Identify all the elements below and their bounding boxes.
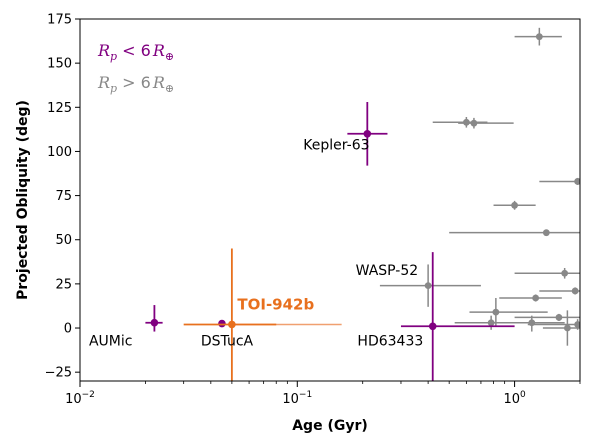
data-point-large bbox=[514, 267, 580, 279]
y-tick-label: 0 bbox=[64, 322, 72, 337]
y-tick-label: 125 bbox=[47, 101, 72, 116]
y-tick-label: 50 bbox=[55, 233, 72, 248]
legend: Rp < 6 R⊕ Rp > 6 R⊕ bbox=[97, 41, 174, 95]
annotation-label: AUMic bbox=[89, 334, 133, 350]
x-tick-label: 10−1 bbox=[282, 390, 312, 407]
y-tick-label: 175 bbox=[47, 13, 72, 28]
data-point-large bbox=[514, 313, 580, 321]
data-point-large bbox=[432, 117, 488, 128]
y-tick-label: 150 bbox=[47, 57, 72, 72]
y-tick-label: −25 bbox=[45, 366, 72, 381]
marker bbox=[542, 229, 550, 237]
marker bbox=[492, 308, 500, 316]
data-point-large bbox=[499, 294, 562, 302]
marker bbox=[228, 320, 236, 329]
marker bbox=[487, 319, 495, 327]
annotation-label: DSTucA bbox=[201, 334, 254, 350]
data-point-large bbox=[469, 298, 548, 327]
marker bbox=[363, 129, 372, 138]
annotation-label: TOI-942b bbox=[237, 295, 314, 313]
data-point-large bbox=[449, 229, 580, 237]
data-point-large bbox=[458, 117, 514, 129]
data-point-small bbox=[400, 252, 515, 381]
marker bbox=[561, 269, 569, 277]
legend-entry: Rp < 6 R⊕ bbox=[97, 41, 174, 63]
marker bbox=[150, 318, 159, 327]
x-axis-title: Age (Gyr) bbox=[292, 418, 368, 434]
marker bbox=[574, 178, 580, 185]
y-tick-label: 25 bbox=[55, 277, 72, 292]
marker bbox=[462, 118, 470, 126]
annotation-label: WASP-52 bbox=[356, 263, 419, 279]
marker bbox=[428, 322, 437, 331]
data-point-highlight bbox=[183, 248, 277, 381]
marker bbox=[563, 324, 571, 332]
marker bbox=[424, 282, 432, 290]
data-point-small bbox=[347, 101, 388, 166]
marker bbox=[535, 33, 543, 41]
marker bbox=[470, 119, 478, 127]
data-point-large bbox=[542, 310, 580, 346]
data-point-large bbox=[514, 27, 562, 46]
annotation-label: HD63433 bbox=[357, 334, 423, 350]
annotation-label: Kepler-63 bbox=[303, 138, 369, 154]
data-point-large bbox=[527, 319, 580, 330]
data-point-large bbox=[539, 287, 580, 295]
marker bbox=[511, 201, 518, 209]
data-point-large bbox=[539, 177, 580, 185]
data-point-large bbox=[379, 264, 481, 307]
marker bbox=[571, 287, 579, 295]
data-point-small bbox=[145, 305, 163, 332]
legend-entry: Rp > 6 R⊕ bbox=[97, 73, 174, 95]
axis-ticks: −25 0 25 50 75 100 125 150 175 10−2 10−1 100 bbox=[45, 13, 581, 407]
plot-frame bbox=[79, 18, 581, 382]
x-tick-label: 10−2 bbox=[65, 390, 95, 407]
marker bbox=[555, 314, 563, 321]
marker bbox=[532, 294, 540, 302]
marker bbox=[574, 321, 580, 328]
data-point-large bbox=[493, 200, 536, 210]
y-tick-label: 75 bbox=[55, 189, 72, 204]
y-tick-label: 100 bbox=[47, 145, 72, 160]
y-axis-title: Projected Obliquity (deg) bbox=[15, 100, 31, 300]
x-tick-label: 100 bbox=[503, 390, 526, 407]
data-point-large bbox=[454, 315, 545, 330]
